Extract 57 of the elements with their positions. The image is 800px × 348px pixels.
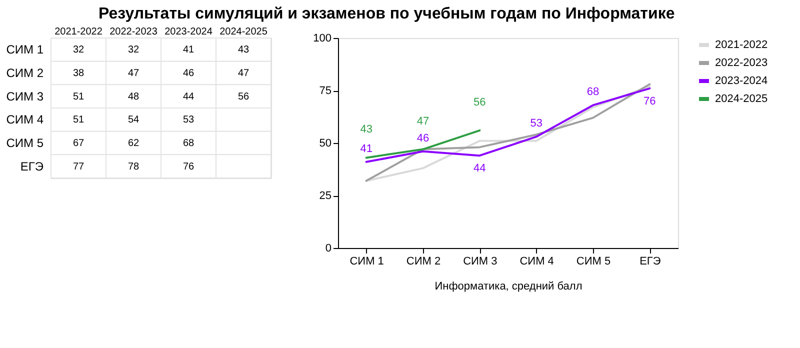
data-label: 53 [182, 114, 194, 126]
data-label: 62 [128, 138, 140, 149]
data-label: 68 [586, 86, 600, 98]
legend-label: 2024-2025 [715, 93, 768, 105]
data-label: 44 [182, 91, 194, 102]
x-tick-label: ЕГЭ [640, 256, 661, 268]
y-tick-label: СИМ 5 [6, 136, 44, 150]
y-tick-label: СИМ 1 [6, 42, 44, 57]
data-label: 53 [530, 118, 542, 130]
data-label: 76 [644, 95, 656, 108]
data-label: 38 [72, 68, 84, 79]
x-tick-label: СИМ 5 [576, 256, 611, 268]
x-axis-title: Информатика, средний балл [434, 280, 582, 292]
chart-title: Результаты симуляций и экзаменов по учебным годам по Информатике [98, 6, 675, 22]
data-label: 68 [182, 138, 194, 149]
data-label: 41 [360, 142, 372, 155]
data-label: 46 [182, 68, 194, 79]
y-tick-label: СИМ 4 [6, 112, 44, 127]
legend-label: 2023-2024 [715, 75, 768, 87]
data-label: 51 [72, 91, 84, 102]
data-label: 46 [416, 132, 430, 144]
legend-label: 2022-2023 [715, 57, 768, 69]
x-tick-label: СИМ 3 [463, 256, 498, 268]
x-tick-label: 2021-2022 [54, 26, 103, 38]
data-label: 32 [128, 44, 140, 56]
y-tick-label: ЕГЭ [20, 159, 44, 174]
data-label: 56 [238, 91, 250, 102]
data-label: 41 [182, 44, 194, 56]
y-tick-label: СИМ 3 [6, 89, 44, 104]
y-tick-label: 100 [313, 32, 332, 44]
x-tick-label: 2023-2024 [164, 26, 213, 38]
data-label: 76 [182, 161, 194, 172]
y-tick-label: 50 [319, 138, 332, 150]
data-label: 47 [128, 68, 140, 79]
data-label: 48 [128, 91, 140, 102]
data-label: 44 [474, 162, 486, 175]
data-label: 77 [72, 161, 84, 172]
x-tick-label: 2024-2025 [220, 26, 268, 38]
y-tick-label: 75 [319, 85, 332, 97]
y-tick-label: 25 [319, 190, 332, 202]
data-label: 54 [128, 114, 140, 126]
data-label: 56 [474, 96, 486, 108]
data-label: 43 [360, 124, 372, 136]
data-label: 47 [238, 68, 250, 79]
data-label: 43 [238, 44, 250, 56]
x-tick-label: СИМ 2 [406, 256, 441, 268]
y-tick-label: СИМ 2 [6, 66, 44, 80]
data-label: 51 [72, 114, 84, 126]
data-label: 78 [128, 161, 140, 172]
data-label: 32 [72, 44, 84, 56]
data-label: 67 [72, 138, 84, 149]
y-tick-label: 0 [325, 242, 332, 254]
x-tick-label: СИМ 1 [350, 256, 384, 268]
data-label: 47 [416, 115, 430, 128]
legend-label: 2021-2022 [715, 39, 768, 51]
x-tick-label: СИМ 4 [520, 256, 554, 268]
x-tick-label: 2022-2023 [110, 26, 158, 38]
